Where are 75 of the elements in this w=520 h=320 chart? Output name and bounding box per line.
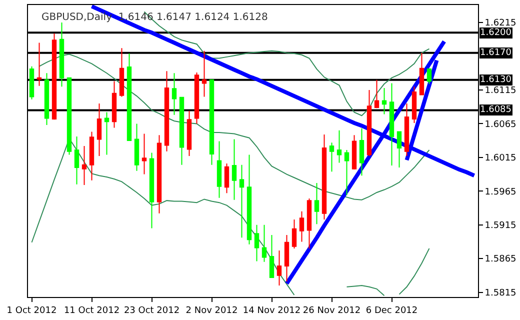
candlestick [314,182,320,225]
x-tick-label: 26 Nov 2012 [302,306,361,316]
y-tick-label: 1.6115 [484,86,516,96]
x-tick-label: 1 Oct 2012 [6,306,57,316]
y-tick-label: 1.5965 [484,187,516,198]
candlestick [239,164,244,238]
ref-line-label: 1.6170 [480,48,512,58]
candlestick [329,142,334,172]
candlestick [52,32,57,120]
candlestick [59,22,64,88]
candlestick [112,80,117,128]
candlestick [412,86,417,124]
candlestick [186,110,192,157]
candlestick [396,131,402,168]
candlestick [344,149,350,196]
y-tick-label: 1.6065 [484,120,516,130]
candlestick [404,102,410,157]
candlestick [164,70,170,152]
candlestick [119,48,124,98]
y-tick-label: 1.6215 [484,18,516,29]
candlestick [156,134,162,214]
candlestick [142,133,147,175]
candlestick [66,77,72,156]
candlestick [262,224,267,262]
candlestick [96,102,102,157]
candlestick [374,79,380,109]
y-tick-label: 1.5865 [484,254,516,265]
candlestick [426,68,432,84]
candlestick [202,50,207,98]
candlestick [209,79,214,166]
ref-line-label: 1.6200 [480,28,512,38]
ref-line-label: 1.6130 [480,75,512,85]
candlestick [276,250,282,286]
candlestick [172,72,177,116]
candlestick [232,138,237,200]
candlestick [322,134,327,220]
candlestick [44,72,50,126]
candlestick [149,152,154,229]
candlestick [74,136,80,185]
candlestick [216,140,222,198]
candlestick [134,123,140,172]
x-tick-label: 11 Oct 2012 [64,306,120,316]
line-series [38,54,430,200]
candlestick [194,72,200,124]
candlestick [224,162,230,194]
y-tick-label: 1.6015 [484,154,516,164]
candlestick [359,128,364,176]
candlestick [419,52,424,96]
candlestick [82,145,87,186]
candlestick [246,154,252,245]
candlestick [299,210,304,242]
candlestick [382,87,387,115]
x-tick-label: 6 Dec 2012 [366,306,418,316]
x-tick-label: 14 Nov 2012 [242,306,301,316]
candlestick [352,134,357,170]
candlestick [336,130,342,164]
y-tick-label: 1.5815 [484,288,516,298]
candlestick [306,198,312,249]
candlestick [292,218,297,249]
candlestick [89,131,94,181]
candlestick [179,96,184,166]
y-tick-label: 1.5915 [484,220,516,231]
line-series [404,58,439,162]
x-tick-label: 23 Oct 2012 [124,306,180,316]
candlestick [29,66,34,100]
x-tick-label: 2 Nov 2012 [186,306,238,316]
candlestick [366,89,372,157]
candlestick [126,53,132,142]
candlestick [284,234,290,282]
candlestick [389,82,394,166]
candlestick [104,112,110,156]
candlestick [269,234,274,278]
candlestick [254,224,260,262]
candlestick [36,42,42,86]
ref-line-label: 1.6085 [480,105,512,115]
